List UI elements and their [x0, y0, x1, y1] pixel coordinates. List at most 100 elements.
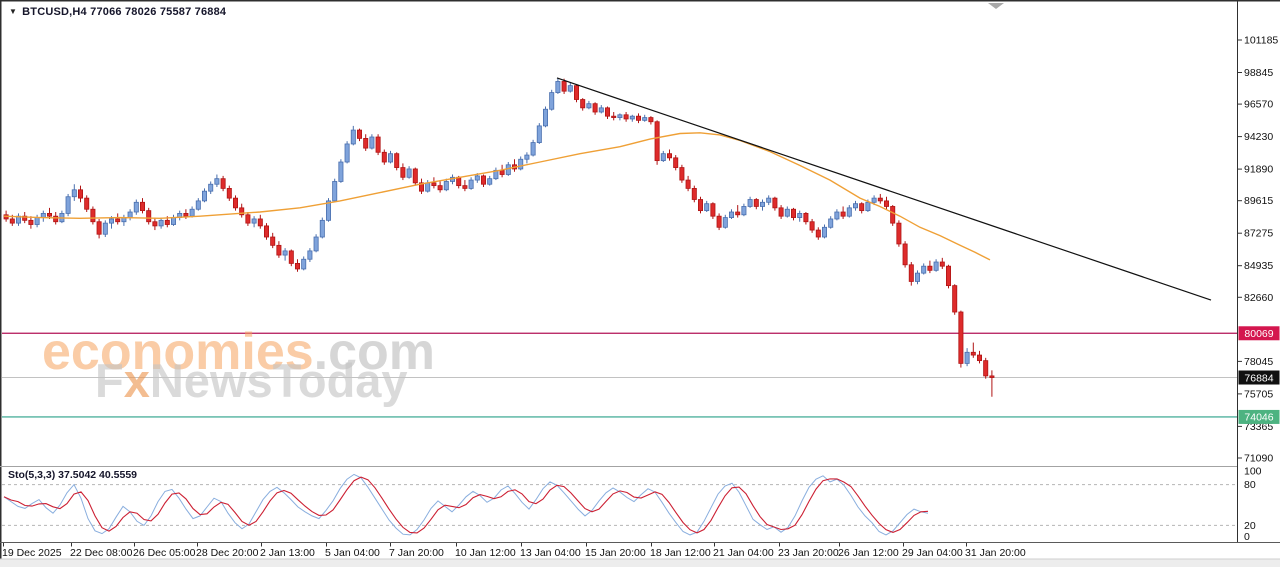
- candle-body: [797, 213, 803, 218]
- candle-body: [871, 197, 877, 203]
- main-price-pane[interactable]: [0, 0, 1237, 467]
- candle-body: [251, 218, 257, 224]
- dropdown-arrow-icon[interactable]: ▼: [9, 7, 18, 16]
- time-axis-label: 22 Dec 08:00: [70, 547, 133, 559]
- candle-body: [431, 182, 437, 187]
- candle-body: [208, 183, 214, 192]
- y-axis-label: 96570: [1244, 99, 1273, 111]
- candle-body: [722, 217, 728, 228]
- y-axis-labels[interactable]: 101185 98845 96570 94230 91890 89615 87275 8493…: [1238, 35, 1278, 465]
- time-axis-label: 19 Dec 2025: [2, 547, 62, 559]
- candle-body: [338, 161, 344, 182]
- y-axis-label: 82660: [1244, 292, 1273, 304]
- candle-body: [735, 211, 741, 216]
- candle-body: [226, 188, 232, 199]
- time-axis[interactable]: [0, 542, 1280, 560]
- candle-body: [276, 244, 282, 256]
- candle-body: [115, 218, 121, 223]
- price-badge-label: 80069: [1244, 328, 1273, 340]
- candle-body: [350, 129, 356, 145]
- trendline[interactable]: [556, 77, 1212, 301]
- y-axis-label: 84935: [1244, 260, 1273, 272]
- candle-body: [698, 199, 704, 212]
- ma-line[interactable]: [3, 132, 991, 261]
- candle-body: [877, 197, 883, 202]
- time-axis-label: 10 Jan 12:00: [455, 547, 516, 559]
- candle-body: [747, 199, 753, 207]
- candle-body: [183, 213, 189, 217]
- candle-body: [989, 375, 995, 378]
- time-axis-label: 31 Jan 20:00: [965, 547, 1026, 559]
- price-badge: [1238, 326, 1280, 341]
- candle-body: [766, 197, 772, 203]
- candle-body: [152, 221, 158, 227]
- candle-body: [319, 219, 325, 238]
- candle-body: [865, 201, 871, 212]
- candle-body: [561, 81, 567, 92]
- candle-body: [139, 201, 145, 212]
- price-badge: [1238, 409, 1280, 424]
- candle-body: [84, 197, 90, 210]
- candle-body: [325, 200, 331, 221]
- candle-body: [90, 208, 96, 223]
- candle-body: [642, 117, 648, 121]
- candle-body: [555, 81, 561, 93]
- time-axis-label: 7 Jan 20:00: [389, 547, 444, 559]
- candle-body: [189, 208, 195, 217]
- time-axis-label: 26 Jan 12:00: [838, 547, 899, 559]
- price-badge: [1238, 370, 1280, 385]
- y-axis-label: 101185: [1244, 35, 1278, 47]
- time-axis-label: 15 Jan 20:00: [585, 547, 646, 559]
- price-axis[interactable]: [1237, 0, 1280, 543]
- time-axis-labels[interactable]: 19 Dec 2025 22 Dec 08:00 26 Dec 05:00 28 De…: [2, 543, 1026, 559]
- candle-body: [977, 354, 983, 362]
- candle-body: [301, 258, 307, 270]
- sto-d-line: [3, 476, 929, 534]
- y-axis-label: 94230: [1244, 131, 1273, 143]
- candle-body: [53, 215, 59, 223]
- candle-body: [71, 189, 77, 198]
- candle-body: [605, 107, 611, 117]
- candle-body: [195, 200, 201, 210]
- candle-body: [22, 215, 28, 221]
- candle-body: [462, 185, 468, 189]
- candle-body: [270, 236, 276, 246]
- candle-body: [828, 218, 834, 228]
- candle-body: [456, 176, 462, 187]
- sto-scale-label: 80: [1244, 479, 1256, 491]
- candle-body: [853, 203, 859, 209]
- candle-body: [109, 218, 115, 224]
- candle-body: [939, 261, 945, 267]
- candle-body: [946, 265, 952, 287]
- candle-body: [158, 219, 164, 227]
- time-axis-label: 18 Jan 12:00: [650, 547, 711, 559]
- candle-body: [344, 143, 350, 163]
- candle-body: [691, 188, 697, 200]
- y-axis-label: 98845: [1244, 67, 1273, 79]
- symbol-info-label[interactable]: ▼ BTCUSD,H4 77066 78026 75587 76884: [9, 6, 226, 18]
- candle-body: [921, 265, 927, 274]
- candle-body: [915, 272, 921, 282]
- symbol-ohlc-text: BTCUSD,H4 77066 78026 75587 76884: [22, 6, 227, 18]
- candle-body: [387, 153, 393, 163]
- candle-body: [96, 221, 102, 235]
- candle-body: [970, 351, 976, 356]
- candle-body: [133, 201, 139, 213]
- candle-body: [480, 175, 486, 185]
- scroll-end-marker-icon[interactable]: [988, 3, 1004, 9]
- candle-body: [294, 263, 300, 270]
- candle-body: [679, 167, 685, 181]
- time-axis-label: 2 Jan 13:00: [260, 547, 315, 559]
- candle-body: [927, 265, 933, 271]
- candle-body: [778, 207, 784, 217]
- candle-body: [753, 199, 759, 207]
- indicator-pane[interactable]: [0, 466, 1237, 543]
- y-axis-label: 75705: [1244, 388, 1273, 400]
- candle-body: [78, 189, 84, 199]
- bottom-strip: [0, 559, 1280, 567]
- y-axis-label: 91890: [1244, 164, 1273, 176]
- time-axis-label: 26 Dec 05:00: [133, 547, 196, 559]
